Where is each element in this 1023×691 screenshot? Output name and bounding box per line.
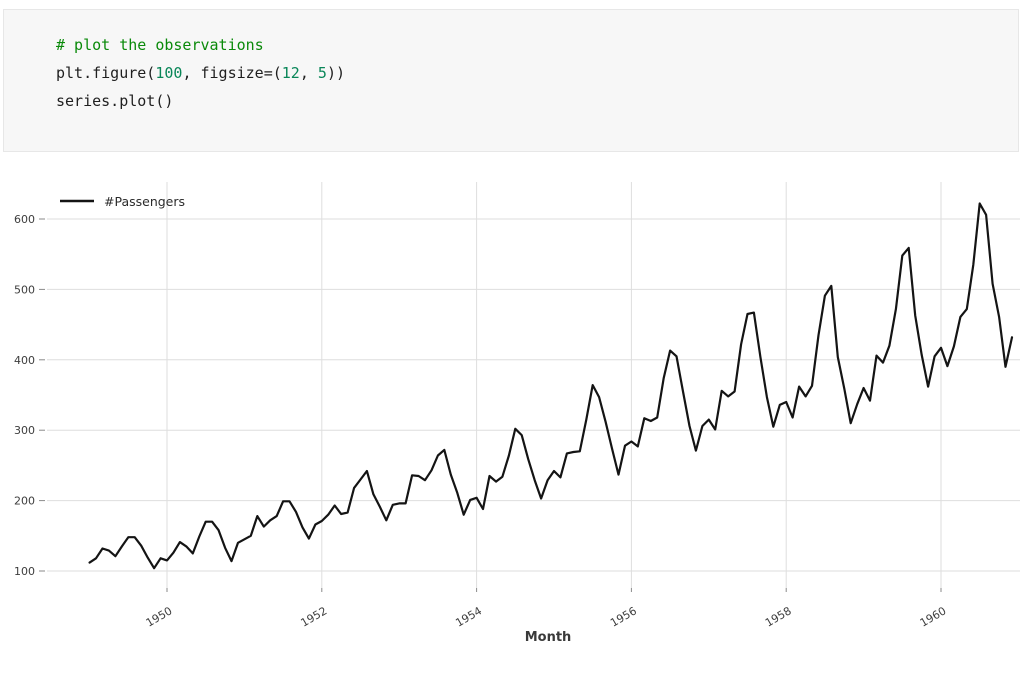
code-token-plain: , figsize=( [182,64,282,82]
y-tick-label: 600 [14,213,35,226]
x-tick-label: 1960 [918,604,949,629]
x-tick-label: 1952 [299,604,330,629]
y-tick-label: 400 [14,354,35,367]
x-axis-title: Month [525,630,572,645]
code-token-number: 100 [155,64,183,82]
code-token-plain: )) [326,64,345,82]
chart-canvas: 100 200 300 400 500 600 1950 1952 1954 1956 1958 19… [14,182,1020,645]
passengers-line-chart: 100 200 300 400 500 600 1950 1952 1954 1956 1958 19… [0,152,1023,687]
notebook-code-cell[interactable]: # plot the observations plt.figure(100, f… [3,9,1019,152]
legend-label: #Passengers [104,194,185,209]
y-tick-label: 500 [14,283,35,296]
code-token-plain: , [299,64,318,82]
x-tick-label: 1956 [608,604,639,629]
code-line: # plot the observations [56,31,1018,59]
y-tick-label: 300 [14,424,35,437]
y-tick-label: 100 [14,565,35,578]
code-token-comment: # plot the observations [56,36,264,54]
code-editor[interactable]: # plot the observations plt.figure(100, f… [4,10,1018,115]
code-token-plain: series.plot() [56,92,174,110]
x-tick-label: 1954 [453,604,484,629]
code-token-number: 5 [317,64,327,82]
code-line: plt.figure(100, figsize=(12, 5)) [56,59,1018,87]
x-tick-label: 1958 [763,604,794,629]
code-line: series.plot() [56,87,1018,115]
code-token-number: 12 [281,64,300,82]
series-line-passengers [88,202,1014,570]
code-token-plain: plt.figure( [56,64,156,82]
x-tick-label: 1950 [144,604,175,629]
y-tick-label: 200 [14,495,35,508]
